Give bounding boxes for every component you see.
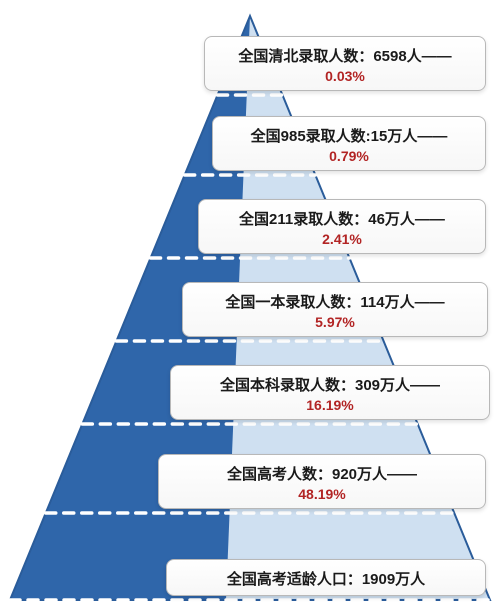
level-main-text: 全国985录取人数:15万人—— bbox=[227, 125, 471, 146]
level-pct-text: 0.03% bbox=[219, 68, 471, 84]
level-main-text: 全国本科录取人数：309万人—— bbox=[185, 374, 475, 395]
level-label-6: 全国高考适龄人口：1909万人 bbox=[166, 559, 486, 596]
level-main-text: 全国一本录取人数：114万人—— bbox=[197, 291, 473, 312]
level-label-2: 全国211录取人数：46万人—— 2.41% bbox=[198, 199, 486, 254]
level-pct-text: 16.19% bbox=[185, 397, 475, 413]
level-pct-text: 5.97% bbox=[197, 314, 473, 330]
level-main-text: 全国高考适龄人口：1909万人 bbox=[181, 568, 471, 589]
level-main-text: 全国高考人数：920万人—— bbox=[173, 463, 471, 484]
level-label-4: 全国本科录取人数：309万人—— 16.19% bbox=[170, 365, 490, 420]
level-main-text: 全国211录取人数：46万人—— bbox=[213, 208, 471, 229]
level-label-5: 全国高考人数：920万人—— 48.19% bbox=[158, 454, 486, 509]
level-main-text: 全国清北录取人数：6598人—— bbox=[219, 45, 471, 66]
pyramid-infographic: 全国清北录取人数：6598人—— 0.03% 全国985录取人数:15万人—— 0.7… bbox=[0, 0, 500, 608]
pyramid-labels: 全国清北录取人数：6598人—— 0.03% 全国985录取人数:15万人—— 0.7… bbox=[0, 0, 500, 608]
level-label-0: 全国清北录取人数：6598人—— 0.03% bbox=[204, 36, 486, 91]
level-pct-text: 2.41% bbox=[213, 231, 471, 247]
level-label-3: 全国一本录取人数：114万人—— 5.97% bbox=[182, 282, 488, 337]
level-pct-text: 0.79% bbox=[227, 148, 471, 164]
level-pct-text: 48.19% bbox=[173, 486, 471, 502]
level-label-1: 全国985录取人数:15万人—— 0.79% bbox=[212, 116, 486, 171]
